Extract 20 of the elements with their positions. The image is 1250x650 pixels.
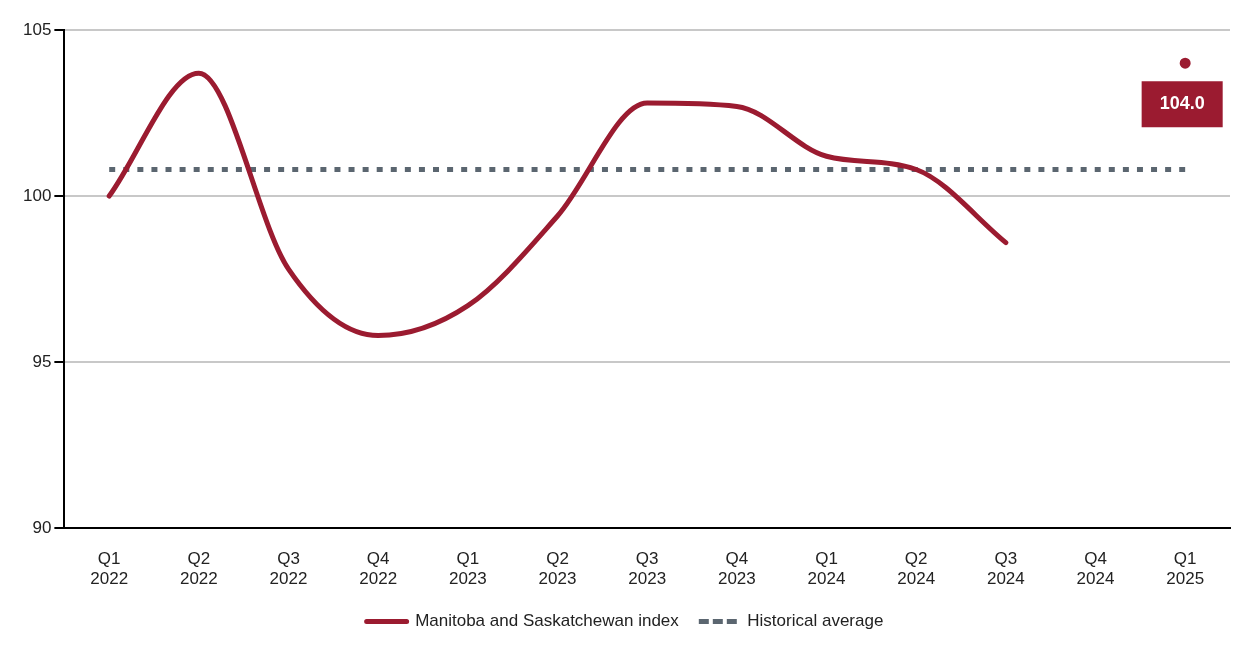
x-tick-label: Q1 2025 xyxy=(1166,549,1205,589)
x-tick-label: Q1 2022 xyxy=(90,549,129,589)
x-tick-label: Q2 2024 xyxy=(897,549,936,589)
x-tick-label: Q1 2024 xyxy=(807,549,846,589)
x-tick-label: Q2 2023 xyxy=(538,549,577,589)
legend-label: Manitoba and Saskatchewan index xyxy=(415,611,680,631)
annotation: 104.0 xyxy=(1159,93,1205,114)
x-tick-label: Q3 2022 xyxy=(269,549,308,589)
x-tick-label: Q2 2022 xyxy=(179,549,218,589)
legend-label: Historical average xyxy=(747,611,884,631)
x-tick-label: Q4 2022 xyxy=(359,549,398,589)
x-tick-label: Q3 2024 xyxy=(986,549,1025,589)
y-tick-label: 100 xyxy=(22,185,52,205)
x-tick-label: Q4 2023 xyxy=(717,549,756,589)
x-tick-label: Q3 2023 xyxy=(628,549,667,589)
x-tick-label: Q4 2024 xyxy=(1076,549,1115,589)
x-tick-label: Q1 2023 xyxy=(448,549,487,589)
y-tick-label: 105 xyxy=(22,19,52,39)
y-tick-label: 95 xyxy=(32,351,52,371)
y-tick-label: 90 xyxy=(32,517,52,537)
